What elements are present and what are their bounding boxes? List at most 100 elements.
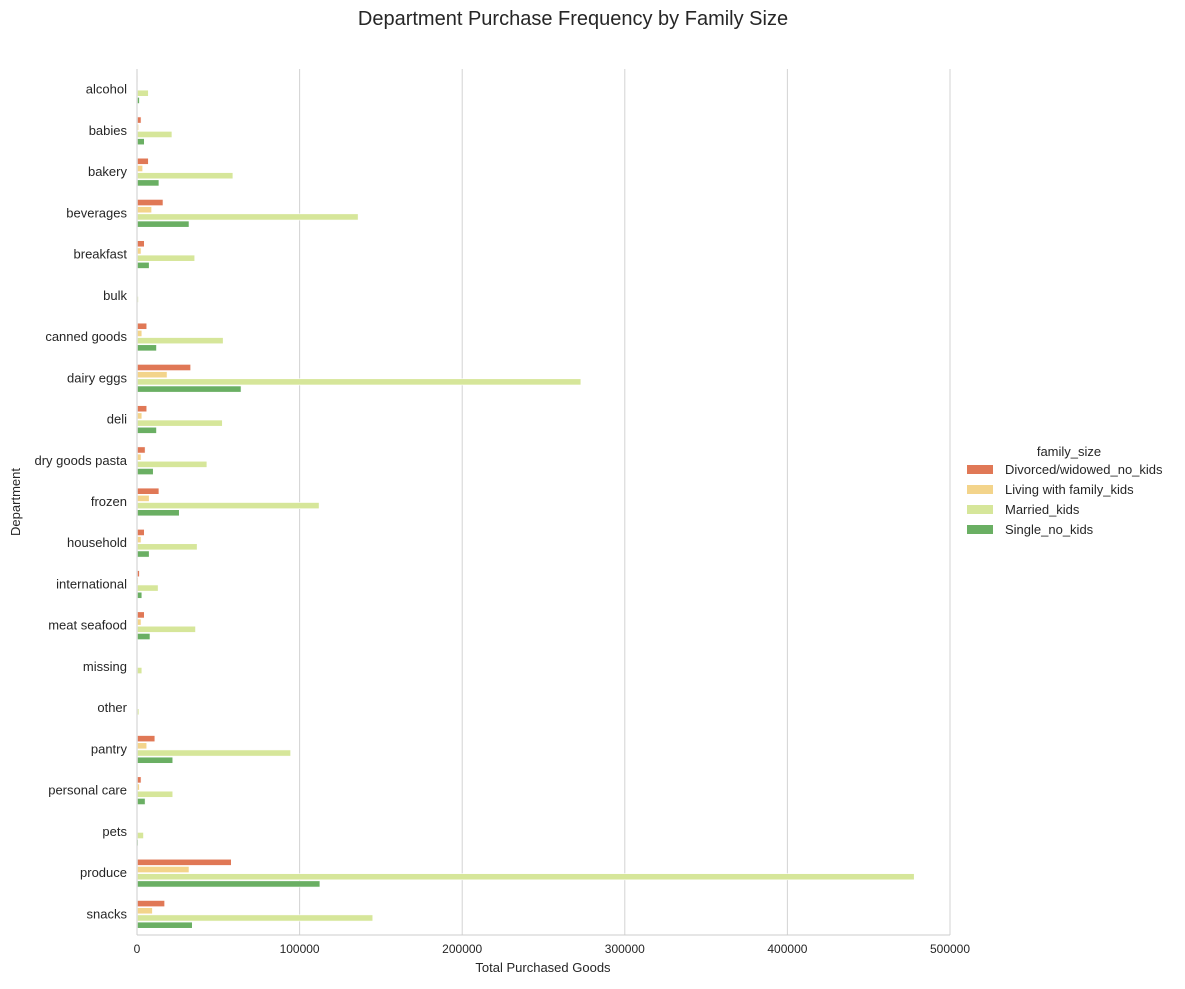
legend-label: Married_kids — [1005, 502, 1080, 517]
bar — [138, 139, 145, 145]
bar — [138, 379, 581, 385]
bar — [138, 537, 142, 543]
bar — [138, 131, 172, 137]
bar — [138, 503, 320, 509]
bar — [138, 262, 150, 268]
bar — [138, 221, 190, 227]
bar — [138, 241, 145, 247]
bar — [138, 915, 373, 921]
y-tick-labels: alcohol babies bakery beverages breakfast bul… — [34, 82, 127, 922]
bar — [138, 323, 147, 329]
gridlines — [300, 69, 950, 935]
bar — [138, 922, 193, 928]
bar — [138, 199, 164, 205]
bar — [138, 551, 150, 557]
bar — [138, 619, 142, 625]
y-tick-label: missing — [83, 659, 127, 674]
bar — [138, 585, 159, 591]
bar — [138, 214, 359, 220]
y-tick-label: breakfast — [74, 247, 128, 262]
bar — [138, 750, 291, 756]
bar — [138, 468, 154, 474]
x-tick-label: 100000 — [280, 942, 320, 956]
bar — [138, 447, 146, 453]
y-tick-label: alcohol — [86, 82, 127, 97]
bar — [138, 798, 146, 804]
bar — [138, 488, 159, 494]
y-tick-label: frozen — [91, 494, 127, 509]
y-tick-label: other — [97, 700, 127, 715]
bar — [138, 791, 173, 797]
bar — [138, 784, 140, 790]
x-axis-label: Total Purchased Goods — [475, 960, 611, 975]
legend-swatch — [967, 525, 993, 534]
y-tick-label: beverages — [66, 205, 127, 220]
bar — [138, 626, 196, 632]
legend-swatch — [967, 465, 993, 474]
legend-label: Living with family_kids — [1005, 482, 1134, 497]
bar — [138, 207, 152, 213]
y-tick-label: personal care — [48, 783, 127, 798]
bar — [138, 612, 145, 618]
y-tick-label: bakery — [88, 164, 128, 179]
bar — [138, 578, 139, 584]
bar — [138, 338, 224, 344]
legend-title: family_size — [1037, 444, 1101, 459]
bar — [138, 372, 168, 378]
bar — [138, 180, 159, 186]
y-tick-label: dry goods pasta — [34, 453, 127, 468]
bar — [138, 386, 242, 392]
y-tick-label: pets — [102, 824, 127, 839]
bar — [138, 743, 147, 749]
bar — [138, 881, 320, 887]
y-tick-label: bulk — [103, 288, 127, 303]
bar — [138, 255, 195, 261]
bar — [138, 529, 145, 535]
legend: family_size Divorced/widowed_no_kids Livi… — [967, 444, 1163, 537]
bar — [138, 592, 142, 598]
bar — [138, 454, 142, 460]
bar — [138, 406, 147, 412]
bar — [138, 495, 150, 501]
bar — [138, 330, 142, 336]
bar — [138, 90, 149, 96]
bar — [138, 117, 142, 123]
bar — [138, 709, 139, 715]
bar — [138, 908, 153, 914]
y-tick-label: canned goods — [45, 329, 127, 344]
bar — [138, 777, 142, 783]
bar — [138, 510, 180, 516]
y-axis-label: Department — [8, 468, 23, 536]
x-tick-label: 500000 — [930, 942, 970, 956]
bar — [138, 544, 198, 550]
bar — [138, 840, 139, 846]
legend-label: Divorced/widowed_no_kids — [1005, 462, 1163, 477]
bar — [138, 158, 149, 164]
bar — [138, 866, 190, 872]
bar — [138, 859, 232, 865]
bar — [138, 900, 165, 906]
bar — [138, 97, 140, 103]
legend-label: Single_no_kids — [1005, 522, 1094, 537]
y-tick-label: deli — [107, 412, 127, 427]
bar — [138, 413, 142, 419]
bar — [138, 420, 223, 426]
y-tick-label: household — [67, 535, 127, 550]
bar — [138, 832, 144, 838]
bars — [138, 76, 915, 929]
y-tick-label: meat seafood — [48, 618, 127, 633]
x-tick-label: 200000 — [442, 942, 482, 956]
x-tick-label: 0 — [134, 942, 141, 956]
bar — [138, 667, 142, 673]
legend-swatch — [967, 485, 993, 494]
bar — [138, 571, 140, 577]
y-tick-label: babies — [89, 123, 128, 138]
bar — [138, 173, 233, 179]
bar — [138, 633, 151, 639]
bar — [138, 124, 139, 130]
bar — [138, 427, 157, 433]
x-tick-label: 300000 — [605, 942, 645, 956]
y-tick-label: pantry — [91, 741, 128, 756]
